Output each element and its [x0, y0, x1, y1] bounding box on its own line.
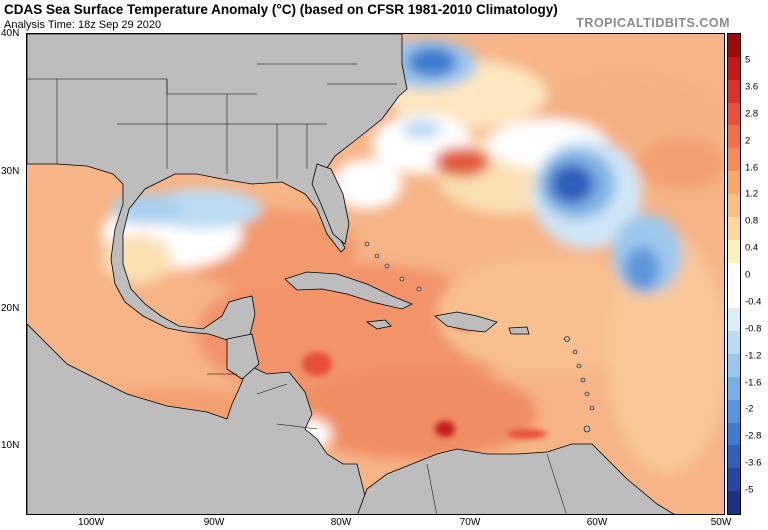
colorbar-label: -2.8: [745, 430, 762, 442]
colorbar-label: 2.8: [745, 108, 759, 120]
land: [27, 34, 675, 514]
colorbar-label: 0.4: [745, 242, 759, 254]
colorbar-label: -2: [745, 403, 754, 415]
lon-label-90w: 90W: [203, 517, 225, 528]
map-canvas: [27, 34, 724, 514]
lon-label-70w: 70W: [459, 517, 481, 528]
colorbar-segment: [728, 491, 740, 514]
colorbar-label: 0: [745, 269, 751, 281]
colorbar-segment: [728, 354, 740, 378]
brand-watermark: TROPICALTIDBITS.COM: [576, 16, 730, 30]
colorbar-segment: [728, 194, 740, 218]
colorbar-label: -3.6: [745, 457, 762, 469]
colorbar-segment: [728, 79, 740, 104]
colorbar-label: 5: [745, 54, 751, 66]
colorbar-label: -0.8: [745, 323, 762, 335]
colorbar-label: -5: [745, 484, 754, 496]
colorbar-segment: [728, 171, 740, 195]
lat-label-40n: 40N: [1, 28, 20, 39]
boundaries: [27, 63, 567, 514]
colorbar-label: 1.2: [745, 188, 759, 200]
lat-label-10n: 10N: [1, 440, 20, 451]
colorbar-label: -0.4: [745, 296, 762, 308]
colorbar-label: 3.6: [745, 81, 759, 93]
map-title: CDAS Sea Surface Temperature Anomaly (°C…: [4, 2, 558, 17]
lon-label-50w: 50W: [710, 517, 732, 528]
colorbar-segment: [728, 308, 740, 332]
colorbar-label: 2: [745, 135, 751, 147]
colorbar-segment: [728, 331, 740, 355]
colorbar-segment: [728, 445, 740, 469]
lat-label-30n: 30N: [1, 166, 20, 177]
analysis-time: Analysis Time: 18z Sep 29 2020: [4, 19, 162, 31]
colorbar: [727, 33, 741, 515]
colorbar-segment: [728, 285, 740, 309]
lon-label-100w: 100W: [77, 517, 105, 528]
lon-label-80w: 80W: [330, 517, 352, 528]
colorbar-segment: [728, 148, 740, 172]
colorbar-segment: [728, 102, 740, 126]
colorbar-segment: [728, 56, 740, 81]
colorbar-segment: [728, 422, 740, 446]
colorbar-segment: [728, 376, 740, 401]
colorbar-segment: [728, 399, 740, 424]
colorbar-segment: [728, 468, 740, 492]
colorbar-segment: [728, 125, 740, 149]
colorbar-segment: [728, 239, 740, 264]
colorbar-label: -1.2: [745, 350, 762, 362]
colorbar-label: -1.6: [745, 377, 762, 388]
colorbar-segment: [728, 216, 740, 241]
colorbar-label: 0.8: [745, 215, 759, 227]
lesser-antilles: [364, 241, 595, 433]
sst-anomaly-map: [26, 33, 725, 515]
colorbar-segment: [728, 34, 740, 58]
lon-label-60w: 60W: [586, 517, 608, 528]
colorbar-segment: [728, 262, 740, 286]
lat-label-20n: 20N: [1, 303, 20, 314]
colorbar-label: 1.6: [745, 162, 759, 173]
